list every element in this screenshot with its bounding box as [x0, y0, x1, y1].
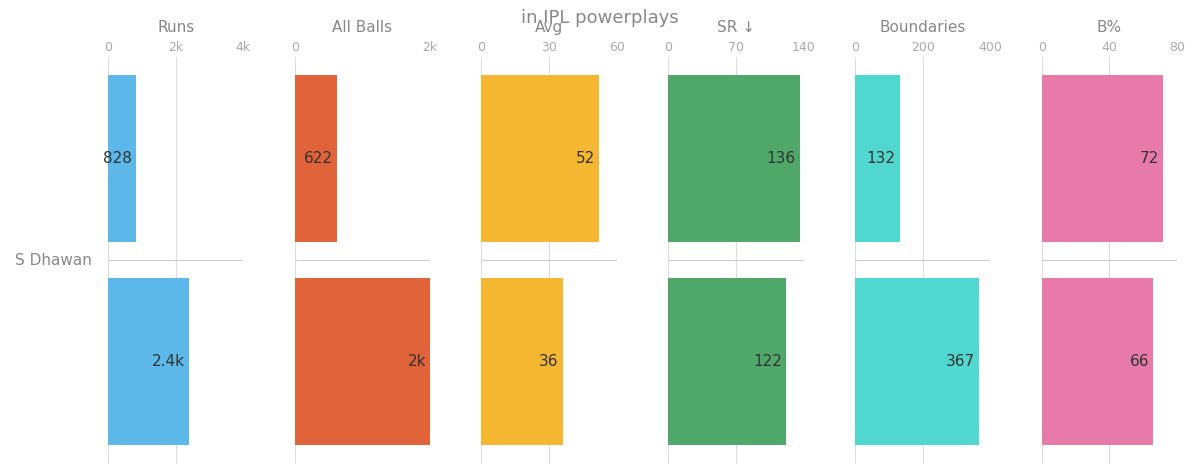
Text: 136: 136 [767, 151, 796, 166]
Title: SR ↓: SR ↓ [716, 20, 755, 35]
Bar [854, 279, 979, 445]
Title: Boundaries: Boundaries [880, 20, 966, 35]
Bar [668, 279, 786, 445]
Bar [1042, 279, 1153, 445]
Text: 66: 66 [1129, 354, 1150, 369]
Text: 122: 122 [754, 354, 782, 369]
Text: S Dhawan: S Dhawan [14, 253, 91, 268]
Text: in IPL powerplays: in IPL powerplays [521, 9, 679, 27]
Bar [668, 75, 799, 242]
Text: 52: 52 [576, 151, 595, 166]
Title: B%: B% [1097, 20, 1122, 35]
Text: 2k: 2k [408, 354, 426, 369]
Bar [481, 279, 563, 445]
Bar [108, 279, 190, 445]
Text: 2.4k: 2.4k [152, 354, 185, 369]
Text: 36: 36 [539, 354, 559, 369]
Bar [108, 75, 136, 242]
Text: 622: 622 [304, 151, 332, 166]
Text: 72: 72 [1140, 151, 1159, 166]
Text: 132: 132 [866, 151, 895, 166]
Bar [1042, 75, 1164, 242]
Title: Avg: Avg [535, 20, 563, 35]
Bar [481, 75, 599, 242]
Text: 367: 367 [946, 354, 976, 369]
Title: Runs: Runs [157, 20, 194, 35]
Title: All Balls: All Balls [332, 20, 392, 35]
Bar [295, 75, 337, 242]
Bar [295, 279, 430, 445]
Text: 828: 828 [103, 151, 132, 166]
Bar [854, 75, 900, 242]
